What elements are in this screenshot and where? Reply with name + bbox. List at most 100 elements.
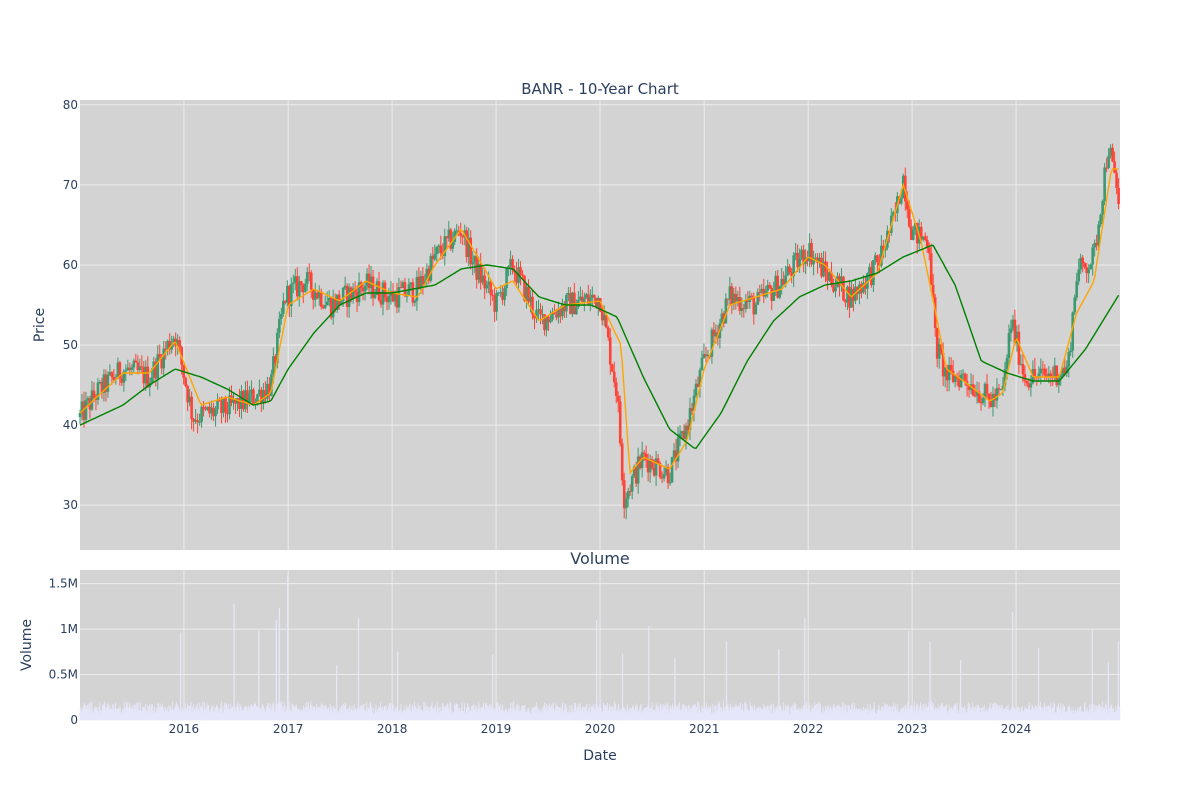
candle-down — [925, 239, 929, 248]
candle-down — [870, 266, 873, 285]
volume-bar — [137, 702, 139, 720]
candle-down — [569, 293, 572, 314]
candle-down — [616, 395, 620, 402]
candle-up — [216, 400, 219, 410]
candle-up — [1075, 281, 1079, 298]
candle-up — [780, 278, 783, 287]
candle-up — [591, 294, 594, 298]
candle-down — [431, 255, 435, 260]
candle-down — [987, 393, 991, 401]
candle-down — [274, 356, 277, 364]
volume-bar — [523, 705, 525, 720]
candle-down — [593, 294, 596, 298]
candle-up — [680, 431, 684, 434]
volume-bar — [842, 701, 844, 720]
candle-down — [377, 281, 381, 301]
candle-up — [551, 312, 554, 320]
candle-up — [1079, 257, 1083, 270]
candle-up — [505, 268, 508, 289]
candle-up — [808, 243, 811, 262]
candle-up — [397, 287, 401, 308]
volume-bar — [777, 707, 779, 720]
candle-up — [138, 366, 142, 370]
volume-bar — [276, 703, 278, 720]
candle-down — [501, 292, 504, 300]
volume-bar — [763, 703, 765, 720]
candle-down — [830, 272, 833, 285]
candle-down — [957, 378, 961, 388]
volume-bar — [1115, 705, 1117, 720]
volume-bar — [1105, 703, 1106, 720]
volume-bar — [303, 705, 305, 720]
candle-up — [892, 212, 895, 216]
volume-bar — [745, 703, 747, 720]
candle-down — [963, 373, 967, 382]
x-tick-label: 2022 — [793, 722, 824, 736]
candle-down — [919, 226, 923, 240]
candle-up — [1067, 352, 1071, 367]
volume-bar-spike — [278, 608, 281, 720]
candle-up — [760, 288, 764, 293]
candle-down — [1043, 368, 1047, 376]
volume-bar — [682, 704, 683, 720]
candle-up — [351, 288, 355, 299]
volume-bar — [566, 708, 568, 720]
candle-up — [343, 285, 347, 288]
candle-up — [880, 245, 883, 266]
volume-bar-spike — [959, 660, 962, 720]
volume-y-tick-label: 0.5M — [49, 668, 78, 682]
candle-up — [999, 389, 1003, 391]
volume-bar — [395, 707, 397, 720]
candle-up — [692, 395, 696, 411]
candle-down — [252, 389, 255, 405]
volume-bar — [502, 704, 504, 720]
candle-down — [186, 385, 189, 403]
candle-down — [493, 295, 496, 312]
volume-bar — [1060, 702, 1062, 720]
volume-bar — [792, 704, 794, 720]
volume-bar — [392, 705, 394, 720]
price-y-tick-label: 80 — [63, 98, 78, 112]
candle-up — [278, 319, 281, 333]
candle-up — [481, 275, 484, 283]
candle-up — [102, 374, 106, 394]
volume-bar-spike — [258, 630, 260, 720]
x-tick-label: 2018 — [377, 722, 408, 736]
x-tick-label: 2016 — [169, 722, 200, 736]
candle-up — [1009, 328, 1013, 334]
candle-down — [704, 354, 708, 356]
candle-down — [826, 271, 829, 281]
volume-bar — [989, 702, 991, 720]
candle-down — [411, 282, 415, 303]
volume-bar — [90, 702, 92, 720]
volume-y-tick-label: 1M — [60, 622, 78, 636]
candle-up — [545, 316, 548, 331]
candle-down — [973, 395, 977, 397]
volume-bar — [998, 705, 1000, 720]
candle-down — [628, 491, 632, 493]
candle-down — [979, 402, 983, 404]
candle-up — [557, 309, 560, 318]
candle-up — [774, 275, 778, 292]
volume-bar-spike — [179, 632, 182, 720]
candle-down — [738, 297, 742, 311]
volume-bar — [614, 700, 616, 720]
candle-down — [399, 287, 403, 289]
candle-down — [234, 398, 237, 404]
candle-down — [1081, 257, 1084, 264]
volume-bar — [771, 704, 773, 720]
candle-down — [674, 450, 678, 462]
candle-up — [387, 296, 391, 303]
volume-bar — [1089, 704, 1091, 720]
candle-down — [459, 233, 463, 236]
candle-down — [268, 383, 271, 396]
candle-down — [971, 384, 975, 396]
candle-down — [848, 286, 851, 308]
candle-up — [210, 407, 213, 414]
candle-up — [800, 249, 803, 259]
candle-up — [335, 294, 339, 310]
x-tick-label: 2019 — [481, 722, 512, 736]
volume-bar — [977, 705, 979, 720]
candle-up — [1059, 375, 1063, 378]
candle-up — [549, 319, 552, 323]
